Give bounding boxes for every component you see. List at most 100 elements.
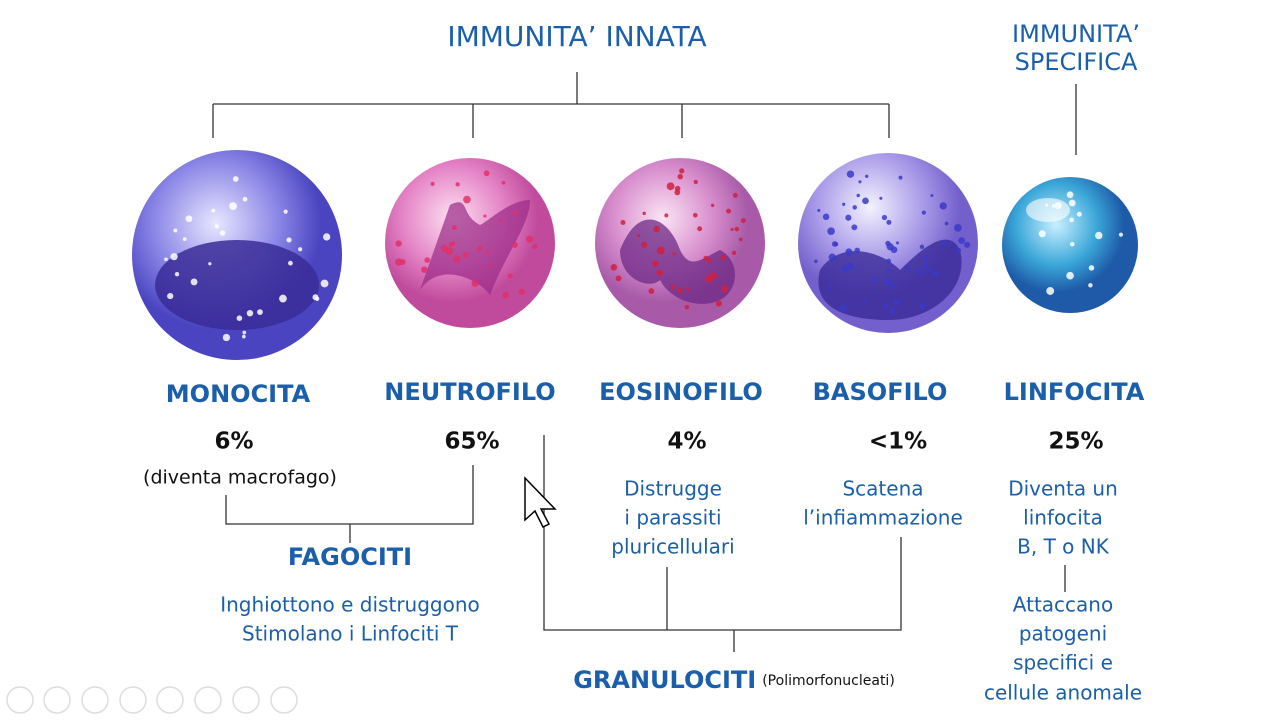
granule bbox=[881, 214, 888, 221]
granule bbox=[283, 209, 288, 214]
granule bbox=[501, 180, 506, 185]
granule bbox=[1118, 232, 1124, 237]
granule bbox=[656, 269, 664, 277]
granule bbox=[921, 271, 925, 275]
granule bbox=[257, 309, 263, 315]
granule bbox=[686, 287, 690, 291]
granule bbox=[286, 237, 292, 243]
group-label: GRANULOCITI (Polimorfonucleati) bbox=[573, 666, 895, 694]
granule bbox=[822, 213, 830, 221]
granule bbox=[664, 213, 669, 218]
cell-name: MONOCITA bbox=[166, 380, 311, 408]
granule bbox=[652, 260, 659, 267]
presentation-toolbar[interactable] bbox=[6, 686, 298, 714]
granule bbox=[1046, 287, 1055, 295]
cell-percent: 65% bbox=[444, 429, 499, 455]
granule bbox=[738, 237, 743, 242]
granule bbox=[730, 227, 734, 232]
granule bbox=[726, 208, 732, 214]
group-note: (Polimorfonucleati) bbox=[762, 673, 895, 689]
granule bbox=[190, 278, 198, 286]
granule bbox=[863, 299, 867, 304]
granule bbox=[883, 303, 889, 309]
granule bbox=[232, 176, 239, 182]
granule bbox=[620, 220, 626, 225]
granule bbox=[677, 287, 683, 294]
cell-note: (diventa macrofago) bbox=[143, 467, 337, 489]
granule bbox=[731, 250, 737, 256]
granule bbox=[955, 247, 962, 254]
cell-description: Diventa un bbox=[1008, 477, 1118, 501]
granule bbox=[715, 300, 722, 307]
granule bbox=[862, 197, 869, 205]
granule bbox=[164, 257, 168, 262]
granule bbox=[219, 230, 226, 236]
granule bbox=[395, 258, 403, 266]
granule bbox=[710, 203, 715, 208]
granule bbox=[852, 205, 858, 210]
group-description: Inghiottono e distruggono bbox=[220, 593, 480, 617]
granule bbox=[666, 182, 675, 191]
granule bbox=[740, 218, 746, 224]
granule bbox=[817, 208, 821, 212]
granule bbox=[720, 285, 729, 293]
cell-description: linfocita bbox=[1023, 506, 1103, 530]
granule bbox=[440, 244, 448, 252]
granule bbox=[884, 278, 893, 287]
granule bbox=[732, 192, 738, 198]
cell-description: pluricellulari bbox=[611, 535, 734, 559]
granule bbox=[615, 275, 622, 282]
granule bbox=[288, 260, 293, 266]
granule bbox=[921, 210, 926, 215]
granule bbox=[1051, 204, 1056, 208]
cell-description: l’infiammazione bbox=[803, 506, 963, 530]
granule bbox=[865, 174, 869, 179]
granule bbox=[507, 273, 513, 279]
cell-role: cellule anomale bbox=[984, 681, 1142, 705]
granule bbox=[944, 221, 949, 226]
header-specific: SPECIFICA bbox=[1015, 48, 1138, 76]
granule bbox=[320, 279, 329, 288]
granule bbox=[964, 241, 971, 248]
granule bbox=[174, 272, 180, 277]
group-description: Stimolano i Linfociti T bbox=[242, 622, 459, 646]
granule bbox=[208, 262, 212, 266]
mouse-cursor bbox=[524, 476, 557, 529]
granule bbox=[421, 266, 428, 273]
granule bbox=[891, 284, 897, 290]
granule bbox=[242, 196, 248, 202]
granule bbox=[831, 241, 838, 247]
cell-description: Distrugge bbox=[624, 477, 722, 501]
granule bbox=[485, 250, 489, 255]
header-specific: IMMUNITA’ bbox=[1012, 20, 1140, 48]
granule bbox=[893, 299, 900, 306]
granule bbox=[879, 196, 883, 200]
granule bbox=[511, 242, 518, 248]
granule bbox=[636, 234, 641, 238]
granule bbox=[246, 309, 254, 317]
granule bbox=[1045, 203, 1049, 207]
cell-percent: 4% bbox=[667, 429, 706, 455]
granule bbox=[167, 292, 174, 300]
granule bbox=[914, 267, 921, 274]
granule bbox=[1076, 211, 1082, 217]
granule bbox=[1068, 199, 1076, 207]
granule bbox=[926, 266, 930, 270]
granule bbox=[679, 168, 685, 174]
group-title: FAGOCITI bbox=[288, 543, 412, 571]
granule bbox=[958, 237, 966, 244]
granule bbox=[845, 248, 853, 256]
granule bbox=[827, 285, 832, 290]
cell-description: i parassiti bbox=[624, 506, 721, 530]
granule bbox=[923, 254, 929, 260]
granule bbox=[904, 264, 910, 270]
granule bbox=[886, 268, 892, 274]
granule bbox=[839, 304, 847, 312]
granule bbox=[170, 253, 178, 261]
granule bbox=[898, 175, 903, 180]
granule bbox=[1066, 271, 1074, 280]
granule bbox=[656, 246, 665, 255]
granule bbox=[648, 288, 655, 294]
granule bbox=[846, 170, 855, 178]
